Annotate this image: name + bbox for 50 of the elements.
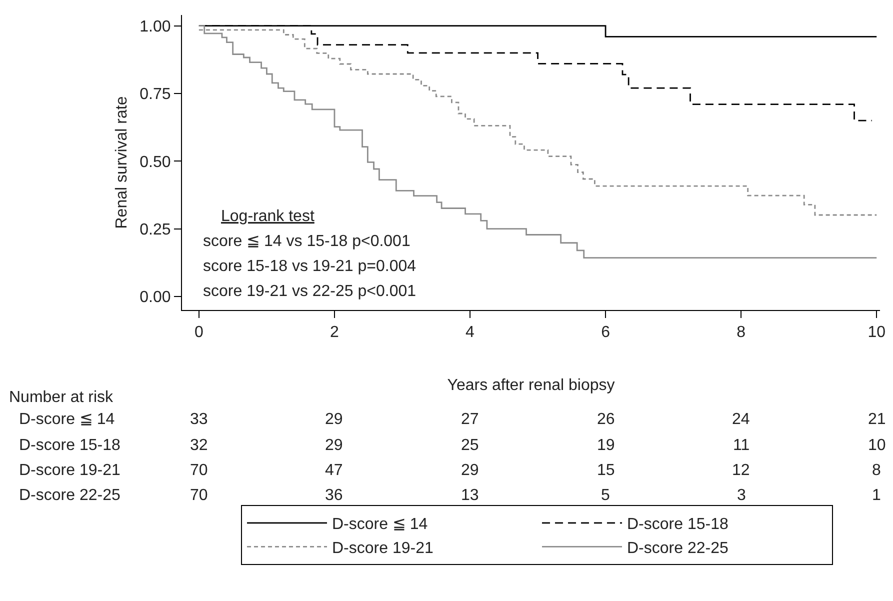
legend-label: D-score ≦ 14 (332, 516, 428, 534)
text: 29 (325, 437, 343, 454)
text: 33 (190, 411, 208, 428)
annotation: Log-rank test (221, 208, 315, 225)
annotation: score ≦ 14 vs 15-18 p<0.001 (203, 233, 410, 250)
x-tick-label: 10 (868, 324, 886, 342)
text: Number at risk (9, 389, 114, 406)
text: 29 (461, 462, 479, 479)
text: 12 (732, 462, 750, 479)
text: 11 (733, 437, 750, 454)
y-axis-title: Renal survival rate (114, 96, 131, 229)
x-tick-label: 8 (736, 324, 746, 342)
x-tick-label: 0 (194, 324, 204, 342)
text: 36 (325, 487, 343, 504)
text: 24 (732, 411, 750, 428)
x-axis-title: Years after renal biopsy (447, 376, 615, 394)
legend-label: D-score 15-18 (627, 516, 728, 534)
x-tick-label: 6 (601, 324, 610, 342)
text: 26 (597, 411, 615, 428)
y-tick-label: 0.50 (140, 154, 171, 171)
text: 8 (872, 462, 881, 479)
text: 29 (325, 411, 343, 428)
text: 19 (597, 437, 615, 454)
text: 15 (597, 462, 615, 479)
text: D-score 19-21 (19, 462, 120, 479)
x-tick-label: 2 (330, 324, 340, 342)
legend-label: D-score 19-21 (332, 540, 434, 557)
text: D-score 15-18 (19, 437, 120, 454)
text: 70 (190, 462, 208, 479)
text: 47 (325, 462, 343, 479)
text: 21 (868, 411, 886, 428)
text: 25 (461, 437, 479, 454)
text: D-score 22-25 (19, 487, 120, 504)
text: 5 (601, 487, 610, 504)
y-tick-label: 0.25 (140, 221, 171, 238)
text: 27 (461, 411, 479, 428)
text: 13 (461, 487, 479, 504)
x-tick-label: 4 (466, 324, 475, 342)
text: 10 (868, 437, 886, 454)
y-tick-label: 1.00 (140, 18, 171, 36)
annotation: score 15-18 vs 19-21 p=0.004 (203, 258, 416, 275)
legend-label: D-score 22-25 (627, 540, 728, 557)
y-tick-label: 0.75 (140, 86, 171, 104)
y-tick-label: 0.00 (140, 289, 171, 306)
text: 70 (190, 487, 208, 504)
text: D-score ≦ 14 (19, 411, 115, 428)
text: 1 (872, 487, 881, 504)
text: 3 (737, 487, 746, 504)
annotation: score 19-21 vs 22-25 p<0.001 (203, 283, 416, 300)
text: 32 (190, 437, 208, 454)
